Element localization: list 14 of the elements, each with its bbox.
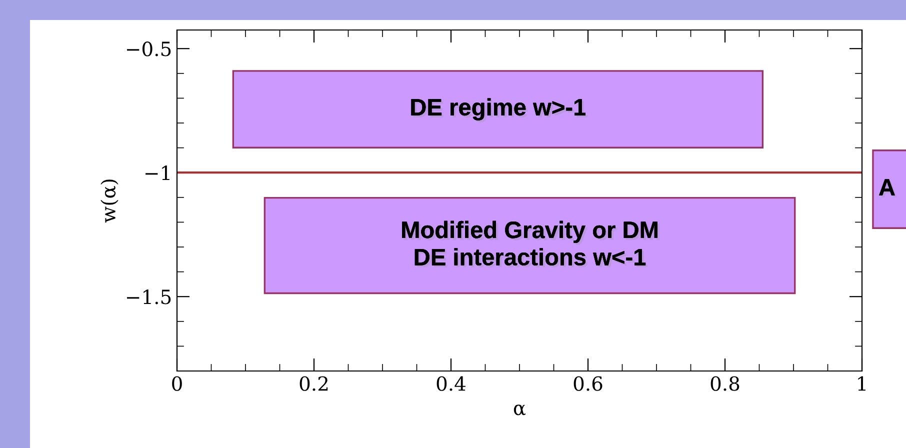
x-tick-label: 0.6 <box>574 376 602 391</box>
y-tick-label: −1 <box>146 166 170 180</box>
x-tick-label: 0 <box>172 376 182 391</box>
annotation: Modified Gravity or DM DE interactions w<-1 <box>402 220 660 268</box>
x-tick-label: 0.8 <box>710 376 740 391</box>
y-tick-label: −1.5 <box>126 290 171 304</box>
x-tick-label: 1 <box>858 376 866 391</box>
x-tick-label: 0.2 <box>300 376 328 391</box>
x-axis-title: α <box>514 404 526 416</box>
y-axis-title: w(α) <box>100 180 118 223</box>
x-tick-label: 0.4 <box>436 376 466 391</box>
y-tick-label: −0.5 <box>126 42 171 56</box>
annotation: DE regime w>-1 <box>411 98 588 122</box>
text: A <box>879 179 897 198</box>
